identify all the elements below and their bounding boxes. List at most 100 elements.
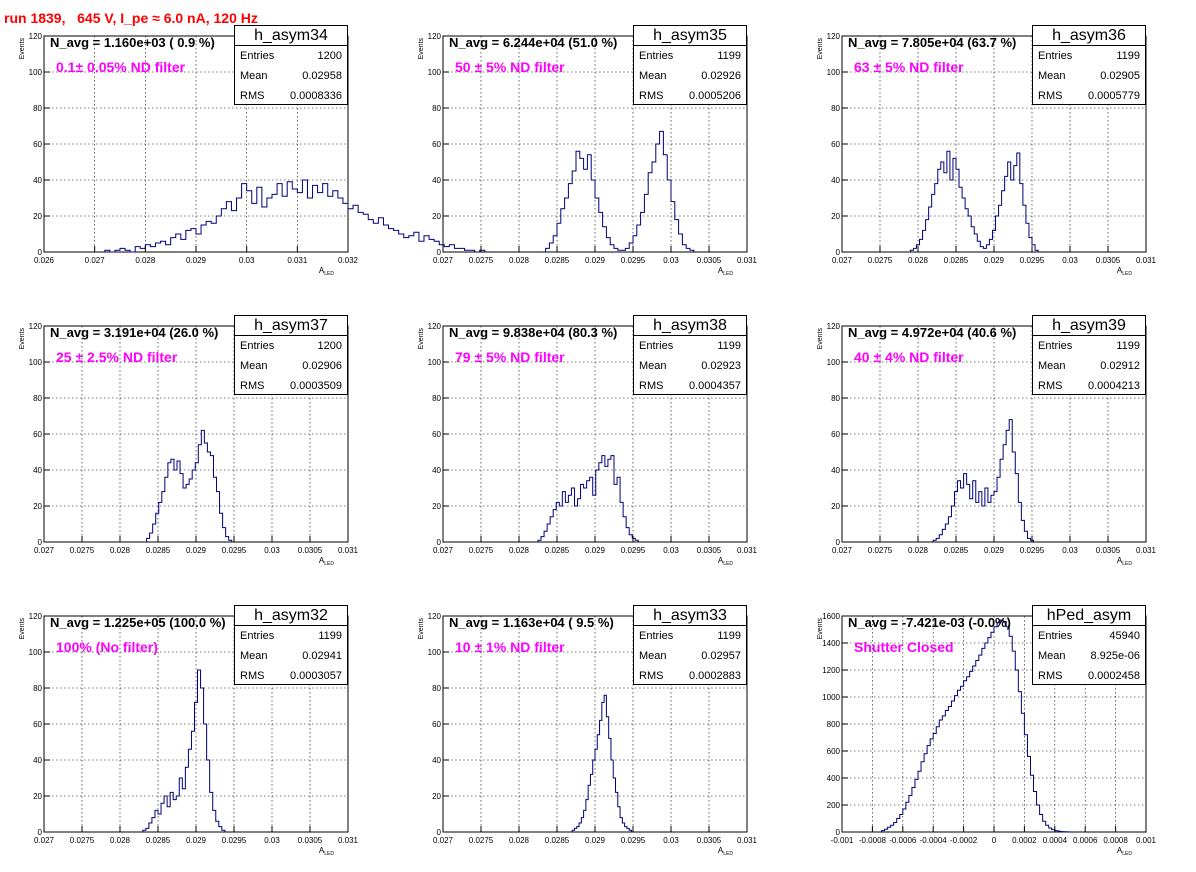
stat-mean-value: 0.02906 (302, 360, 342, 372)
histogram-line-h_asym33 (571, 694, 632, 832)
navg-label: N_avg = -7.421e-03 (-0.0%) (848, 615, 1011, 630)
x-axis-label-main: A (1117, 556, 1123, 565)
y-tick-label: 100 (29, 358, 43, 367)
filter-label: 63 ± 5% ND filter (854, 59, 964, 75)
stat-entries-label: Entries (1038, 50, 1073, 62)
histogram-name: h_asym37 (235, 316, 347, 336)
y-tick-label: 1400 (822, 639, 840, 648)
x-tick-label: 0.031 (737, 546, 758, 555)
stats-box: h_asym35 Entries 1199 Mean 0.02926 RMS 0.00052… (633, 25, 747, 105)
x-tick-label: 0.0275 (469, 256, 494, 265)
x-tick-label: 0.028 (110, 546, 131, 555)
x-axis-label-main: A (1117, 846, 1123, 855)
navg-label: N_avg = 1.225e+05 (100.0 %) (50, 615, 226, 630)
stat-mean-value: 0.02941 (302, 650, 342, 662)
histogram-panel-h_asym33: 0.027 0.0275 0.028 0.0285 0.029 0.0295 0.03 0.0… (399, 580, 791, 870)
x-tick-label: 0.028 (509, 256, 530, 265)
y-tick-label: 120 (29, 612, 43, 621)
page-title: run 1839, 645 V, I_pe ≈ 6.0 nA, 120 Hz (4, 10, 258, 26)
x-tick-label: 0.03 (264, 836, 280, 845)
y-tick-label: 100 (827, 358, 841, 367)
histogram-plot: -0.001 -0.0008 -0.0006 -0.0004 -0.0002 0 0.000… (817, 612, 1157, 857)
stat-entries-value: 1200 (317, 50, 342, 62)
stat-rms-row: RMS 0.0003057 (240, 666, 342, 686)
x-tick-label: 0.03 (1062, 256, 1078, 265)
y-tick-label: 600 (827, 747, 841, 756)
histogram-line-h_asym35 (545, 130, 695, 252)
x-tick-label: 0.0008 (1103, 836, 1128, 845)
stat-entries-row: Entries 1199 (639, 626, 741, 646)
stat-mean-label: Mean (1038, 360, 1066, 372)
x-axis-label-main: A (319, 266, 325, 275)
x-tick-label: 0.0002 (1012, 836, 1037, 845)
filter-label: 100% (No filter) (56, 639, 158, 655)
x-tick-label: 0.031 (287, 256, 308, 265)
y-tick-label: 60 (831, 430, 840, 439)
stat-rms-value: 0.0002883 (689, 670, 741, 682)
stat-rms-value: 0.0002458 (1088, 670, 1140, 682)
stat-entries-row: Entries 1199 (639, 46, 741, 66)
x-tick-label: 0.027 (832, 546, 853, 555)
stat-rms-label: RMS (1038, 670, 1063, 682)
histogram-panel-h_asym32: 0.027 0.0275 0.028 0.0285 0.029 0.0295 0.03 0.0… (0, 580, 392, 870)
x-tick-label: 0.0305 (298, 836, 323, 845)
histogram-panel-h_asym35: 0.027 0.0275 0.028 0.0285 0.029 0.0295 0.03 0.0… (399, 0, 791, 290)
x-tick-label: 0 (992, 836, 997, 845)
histogram-panel-hPed_asym: -0.001 -0.0008 -0.0006 -0.0004 -0.0002 0 0.000… (798, 580, 1190, 870)
filter-label: 40 ± 4% ND filter (854, 349, 964, 365)
y-tick-label: 1000 (822, 693, 840, 702)
histogram-plot: 0.026 0.027 0.028 0.029 0.03 0.031 0.032 0 20 40 6… (19, 32, 486, 277)
y-tick-label: 20 (831, 212, 840, 221)
x-axis-label-subscript: LED (723, 561, 733, 567)
x-tick-label: 0.027 (34, 546, 55, 555)
x-tick-label: 0.0295 (621, 836, 646, 845)
x-tick-label: 0.0275 (868, 546, 893, 555)
x-tick-label: -0.001 (831, 836, 854, 845)
navg-label: N_avg = 7.805e+04 (63.7 %) (848, 35, 1017, 50)
stat-mean-label: Mean (639, 650, 667, 662)
stat-rms-row: RMS 0.0004357 (639, 376, 741, 396)
stat-entries-label: Entries (639, 50, 674, 62)
y-axis-label: Events (418, 618, 425, 640)
stat-mean-row: Mean 0.02941 (240, 646, 342, 666)
y-tick-label: 120 (827, 32, 841, 41)
y-tick-label: 0 (437, 248, 442, 257)
navg-label: N_avg = 3.191e+04 (26.0 %) (50, 325, 219, 340)
stat-entries-value: 1199 (318, 630, 342, 642)
navg-label: N_avg = 6.244e+04 (51.0 %) (449, 35, 618, 50)
x-tick-label: 0.0285 (944, 256, 969, 265)
stat-entries-label: Entries (240, 630, 275, 642)
stat-entries-label: Entries (240, 340, 275, 352)
stats-box: h_asym34 Entries 1200 Mean 0.02958 RMS 0.00083… (234, 25, 348, 105)
x-axis-label-subscript: LED (1122, 851, 1132, 857)
x-tick-label: 0.032 (338, 256, 359, 265)
stat-entries-label: Entries (639, 630, 674, 642)
stat-rms-row: RMS 0.0005779 (1038, 86, 1140, 106)
x-tick-label: 0.0295 (222, 546, 247, 555)
stat-rms-value: 0.0003509 (290, 380, 342, 392)
histogram-plot: 0.027 0.0275 0.028 0.0285 0.029 0.0295 0.03 0.0… (418, 322, 758, 567)
y-tick-label: 120 (827, 322, 841, 331)
x-tick-label: 0.03 (663, 836, 679, 845)
filter-label: 0.1± 0.05% ND filter (56, 59, 186, 75)
y-tick-label: 80 (432, 104, 441, 113)
navg-label: N_avg = 4.972e+04 (40.6 %) (848, 325, 1017, 340)
x-axis-label-main: A (1117, 266, 1123, 275)
histogram-line-h_asym34 (104, 179, 486, 253)
x-tick-label: 0.031 (1136, 546, 1157, 555)
histogram-line-hPed_asym (881, 619, 1071, 833)
stat-entries-row: Entries 1200 (240, 46, 342, 66)
x-axis-label: ALED (718, 266, 733, 277)
stat-rms-row: RMS 0.0002883 (639, 666, 741, 686)
x-tick-label: 0.0295 (1020, 546, 1045, 555)
y-axis-label: Events (418, 328, 425, 350)
x-tick-label: 0.0285 (146, 546, 171, 555)
y-tick-label: 60 (33, 430, 42, 439)
stat-rms-label: RMS (240, 380, 265, 392)
histogram-name: h_asym36 (1033, 26, 1145, 46)
x-axis-label-subscript: LED (324, 851, 334, 857)
y-tick-label: 80 (831, 394, 840, 403)
x-tick-label: 0.0305 (298, 546, 323, 555)
stat-rms-label: RMS (639, 90, 664, 102)
x-tick-label: 0.028 (509, 546, 530, 555)
